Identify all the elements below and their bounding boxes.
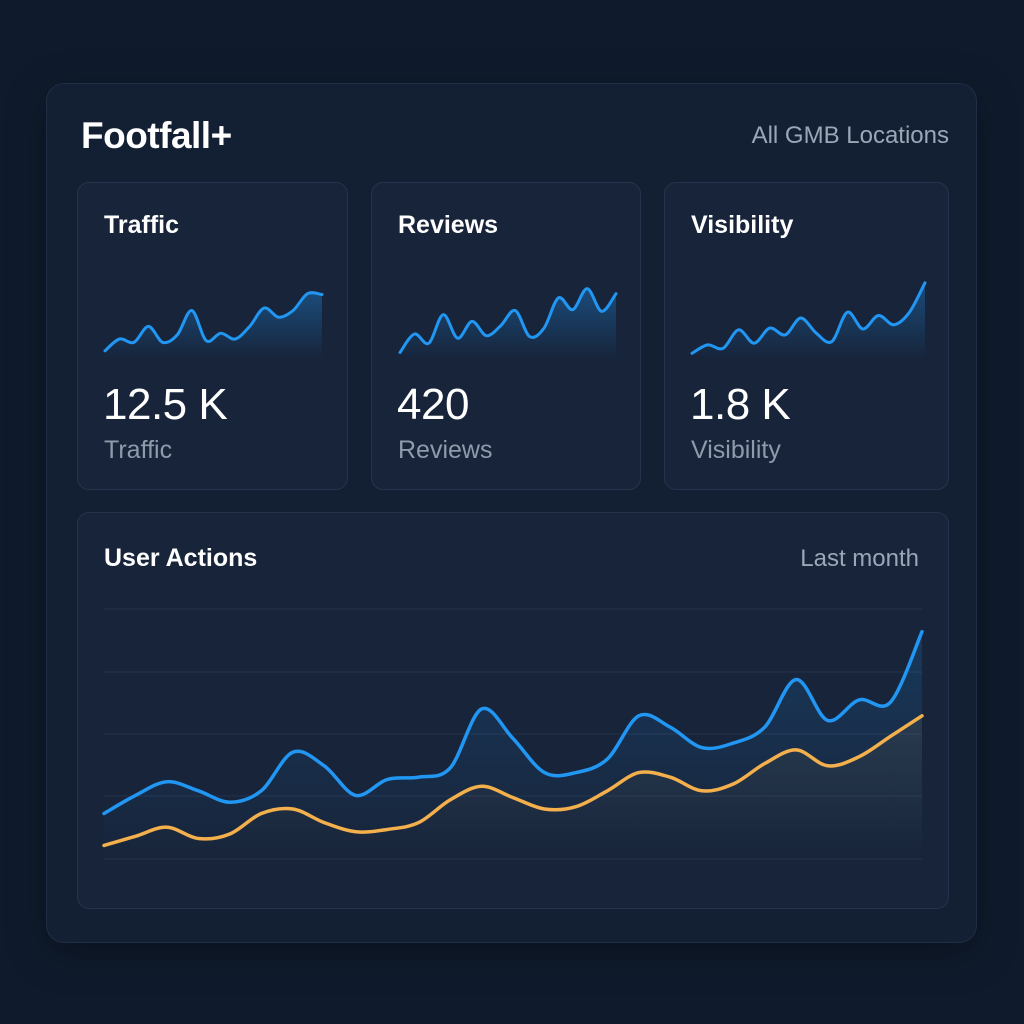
visibility-card[interactable]: Visibility 1.8 K Visibility (664, 182, 949, 490)
traffic-card-title: Traffic (104, 211, 180, 239)
reviews-caption: Reviews (398, 436, 493, 464)
visibility-card-title: Visibility (691, 211, 794, 239)
reviews-sparkline-area (400, 288, 616, 359)
visibility-sparkline (690, 281, 927, 359)
traffic-sparkline (103, 291, 324, 359)
reviews-card-title: Reviews (398, 211, 499, 239)
visibility-sparkline-area (692, 282, 925, 359)
traffic-sparkline-line (103, 291, 324, 353)
traffic-card[interactable]: Traffic 12.5 K Traffic (77, 182, 348, 490)
reviews-sparkline (398, 287, 618, 359)
reviews-card[interactable]: Reviews 420 Reviews (371, 182, 641, 490)
visibility-value: 1.8 K (690, 380, 791, 429)
series-b-line (102, 714, 924, 848)
series-a-line (102, 629, 924, 816)
traffic-caption: Traffic (104, 436, 173, 464)
brand-title: Footfall+ (81, 115, 232, 156)
user-actions-chart (102, 608, 924, 860)
visibility-sparkline-line (690, 281, 927, 355)
user-actions-card: User Actions Last month (77, 512, 949, 909)
reviews-sparkline-line (398, 287, 618, 354)
traffic-sparkline-area (105, 292, 322, 359)
visibility-caption: Visibility (691, 436, 781, 464)
series-b-area (104, 715, 922, 859)
location-filter[interactable]: All GMB Locations (751, 122, 949, 149)
reviews-value: 420 (397, 380, 469, 429)
traffic-value: 12.5 K (103, 380, 228, 429)
period-selector[interactable]: Last month (800, 545, 919, 572)
user-actions-title: User Actions (104, 544, 258, 572)
